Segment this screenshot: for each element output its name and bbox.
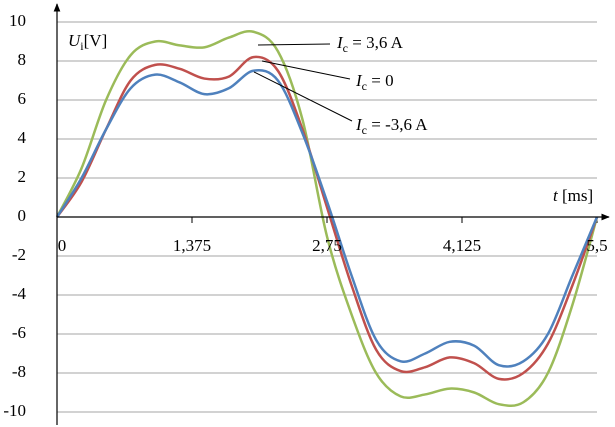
label: Ic = 0 xyxy=(355,71,394,93)
rest: = -3,6 A xyxy=(367,115,428,134)
leader-line xyxy=(261,60,351,80)
symbol: U xyxy=(68,31,82,50)
x-tick-label: 1,375 xyxy=(173,236,211,255)
label: Ic = 3,6 A xyxy=(336,33,404,55)
y-tick-label: -4 xyxy=(12,284,27,303)
y-tick-label: -8 xyxy=(12,362,26,381)
y-tick-label: -6 xyxy=(12,323,26,342)
y-tick-label: 6 xyxy=(18,89,27,108)
rest: [V] xyxy=(84,31,108,50)
x-tick-label: 0 xyxy=(58,236,67,255)
rest: = 3,6 A xyxy=(348,33,404,52)
y-tick-label: 8 xyxy=(18,50,27,69)
y-tick-label: 2 xyxy=(18,167,27,186)
y-tick-label: -10 xyxy=(3,401,26,420)
series-line xyxy=(55,55,599,381)
series-line xyxy=(55,69,599,368)
leader-line xyxy=(253,71,353,122)
symbol: I xyxy=(355,71,363,90)
symbol: t xyxy=(553,186,559,205)
label: Ui[V] xyxy=(68,31,107,53)
lines xyxy=(55,29,599,408)
subscript: c xyxy=(343,41,348,55)
x-tick-label: 2,75 xyxy=(312,236,342,255)
rest: [ms] xyxy=(558,186,593,205)
symbol: I xyxy=(355,115,363,134)
y-tick-label: 10 xyxy=(9,11,26,30)
symbol: I xyxy=(336,33,344,52)
rest: = 0 xyxy=(367,71,394,90)
y-tick-label: 4 xyxy=(18,128,27,147)
label: t [ms] xyxy=(553,186,593,205)
label: Ic = -3,6 A xyxy=(355,115,428,137)
leader-line xyxy=(257,43,331,46)
subscript: c xyxy=(362,79,367,93)
labels: -10 -8 -6 -4 -2 0 2 4 6 8 10 0 1,375 2,75 4,125 5,5 Ui[V… xyxy=(3,11,607,420)
y-tick-label: 0 xyxy=(18,206,27,225)
y-tick-label: -2 xyxy=(12,245,26,264)
subscript: i xyxy=(80,39,84,53)
series-line xyxy=(55,29,599,408)
x-tick-label: 4,125 xyxy=(443,236,481,255)
subscript: c xyxy=(362,123,367,137)
x-tick-label: 5,5 xyxy=(586,236,607,255)
